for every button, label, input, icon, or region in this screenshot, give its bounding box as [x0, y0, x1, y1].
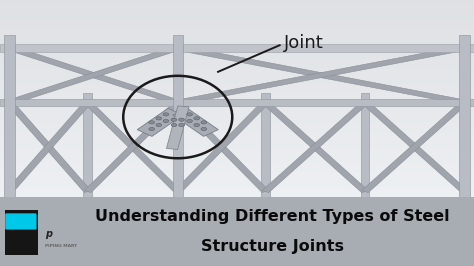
- Polygon shape: [362, 101, 468, 193]
- Bar: [0, 103, 474, 108]
- Polygon shape: [261, 93, 270, 197]
- Bar: [0, 123, 474, 128]
- Bar: [0, 59, 474, 64]
- Bar: [0, 25, 474, 30]
- Bar: [0, 167, 474, 172]
- Circle shape: [156, 117, 162, 120]
- Polygon shape: [7, 46, 180, 105]
- Circle shape: [194, 123, 200, 127]
- Polygon shape: [0, 99, 474, 106]
- Bar: [0, 133, 474, 138]
- Polygon shape: [459, 35, 470, 197]
- Circle shape: [187, 119, 192, 123]
- Text: Structure Joints: Structure Joints: [201, 239, 344, 254]
- Bar: [0, 74, 474, 79]
- Bar: [0, 0, 474, 5]
- Bar: [0, 5, 474, 10]
- Bar: [0, 182, 474, 187]
- Bar: [0, 148, 474, 153]
- Circle shape: [179, 123, 184, 127]
- Bar: [0, 89, 474, 93]
- Bar: [0, 39, 474, 44]
- Circle shape: [163, 113, 169, 116]
- Circle shape: [179, 118, 184, 121]
- Bar: [0, 187, 474, 192]
- Bar: [0, 153, 474, 157]
- Bar: [0, 157, 474, 162]
- Circle shape: [194, 117, 200, 120]
- Text: Understanding Different Types of Steel: Understanding Different Types of Steel: [95, 209, 450, 224]
- Polygon shape: [4, 35, 15, 197]
- Bar: [0, 143, 474, 148]
- Bar: [0, 10, 474, 15]
- Bar: [0, 49, 474, 54]
- Bar: [0, 84, 474, 89]
- Bar: [0, 98, 474, 103]
- Polygon shape: [262, 101, 368, 193]
- Bar: [0, 118, 474, 123]
- Circle shape: [149, 121, 155, 124]
- Bar: [0, 162, 474, 167]
- Bar: [0, 177, 474, 182]
- Polygon shape: [137, 108, 183, 136]
- Circle shape: [171, 118, 177, 121]
- Bar: [0, 128, 474, 133]
- Bar: [5, 210, 38, 255]
- Circle shape: [156, 123, 162, 127]
- FancyBboxPatch shape: [5, 213, 36, 230]
- Polygon shape: [361, 93, 369, 197]
- Bar: [0, 20, 474, 25]
- Bar: [0, 93, 474, 98]
- Polygon shape: [166, 106, 189, 149]
- Polygon shape: [362, 101, 468, 193]
- Bar: [0, 172, 474, 177]
- Polygon shape: [174, 101, 269, 193]
- Circle shape: [149, 127, 155, 131]
- Bar: [0, 54, 474, 59]
- Polygon shape: [7, 46, 180, 105]
- Polygon shape: [176, 45, 466, 105]
- Bar: [0, 79, 474, 84]
- Polygon shape: [83, 93, 92, 197]
- Circle shape: [187, 113, 192, 116]
- Circle shape: [201, 121, 207, 124]
- Text: Joint: Joint: [284, 34, 324, 52]
- Circle shape: [163, 119, 169, 123]
- Bar: [0, 108, 474, 113]
- Text: p: p: [45, 229, 52, 239]
- Polygon shape: [173, 108, 219, 136]
- Bar: [0, 64, 474, 69]
- Text: PIPING MART: PIPING MART: [45, 244, 77, 248]
- Polygon shape: [174, 101, 269, 193]
- Bar: [0, 197, 474, 266]
- Polygon shape: [262, 101, 368, 193]
- Circle shape: [171, 123, 177, 127]
- Circle shape: [201, 127, 207, 131]
- Bar: [0, 44, 474, 49]
- Bar: [0, 15, 474, 20]
- Bar: [0, 192, 474, 197]
- Polygon shape: [6, 101, 91, 193]
- Polygon shape: [84, 101, 181, 193]
- Bar: [0, 35, 474, 39]
- Bar: [0, 138, 474, 143]
- Bar: [0, 113, 474, 118]
- Bar: [0, 30, 474, 35]
- Bar: [0, 69, 474, 74]
- Polygon shape: [6, 101, 91, 193]
- Polygon shape: [176, 45, 466, 105]
- Polygon shape: [0, 44, 474, 52]
- Polygon shape: [173, 35, 183, 197]
- Polygon shape: [84, 101, 181, 193]
